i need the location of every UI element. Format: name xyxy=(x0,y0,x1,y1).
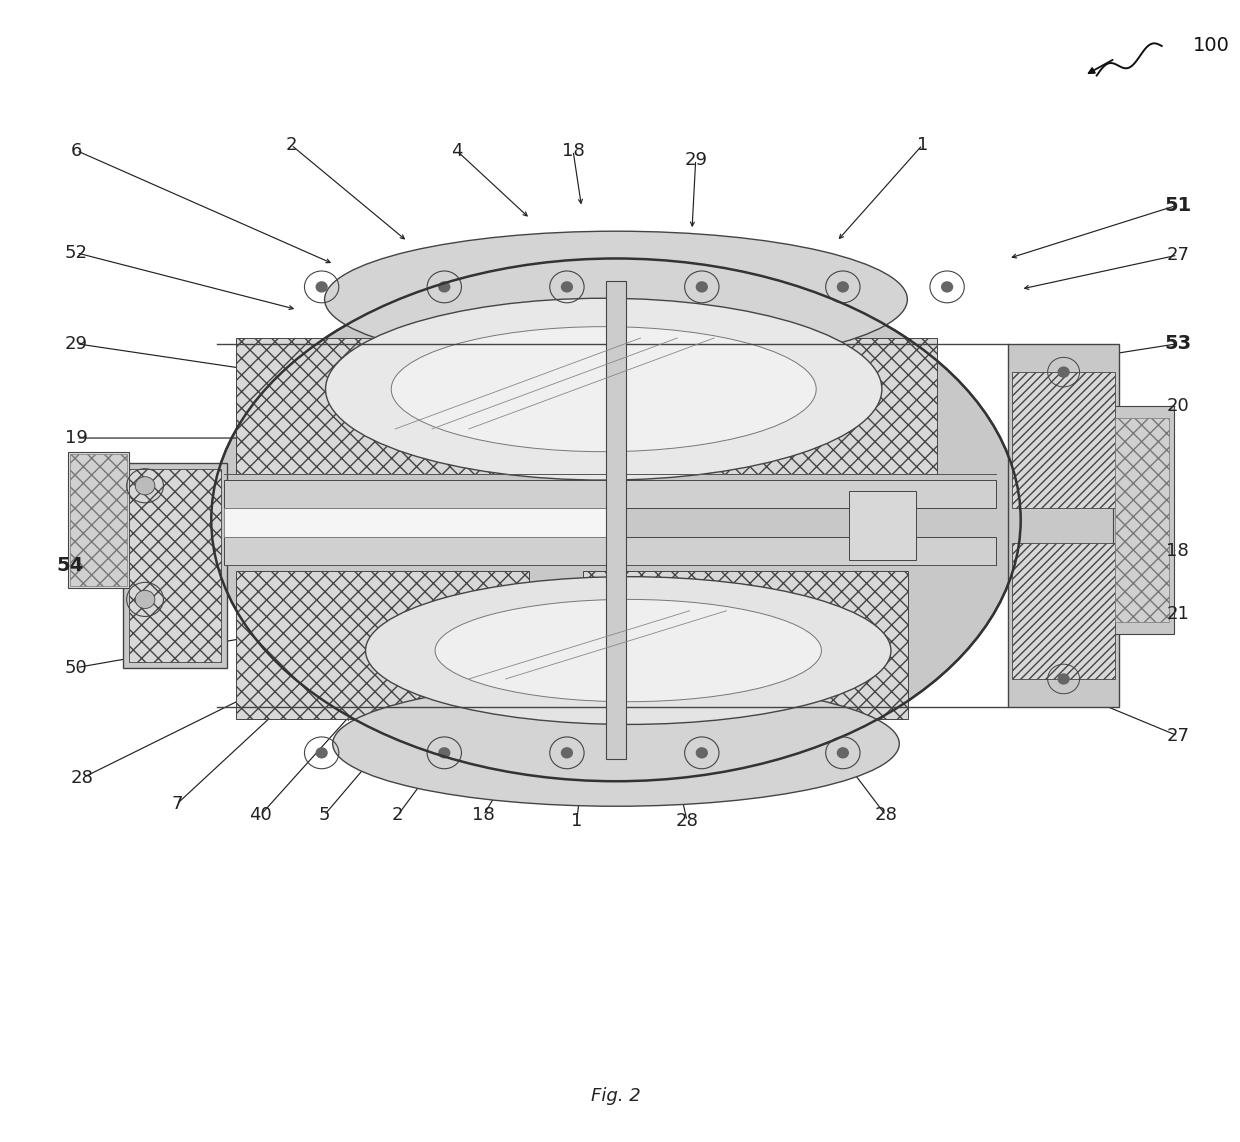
Ellipse shape xyxy=(326,298,882,480)
Circle shape xyxy=(1058,674,1070,685)
Text: 19: 19 xyxy=(64,429,88,447)
Bar xyxy=(1112,407,1174,634)
Bar xyxy=(223,508,610,537)
Ellipse shape xyxy=(325,231,908,368)
Bar xyxy=(1115,418,1169,622)
Text: 100: 100 xyxy=(1193,37,1229,56)
Circle shape xyxy=(438,281,450,292)
Text: 18: 18 xyxy=(1167,541,1189,560)
Circle shape xyxy=(696,281,708,292)
Circle shape xyxy=(560,281,573,292)
Bar xyxy=(1012,542,1115,679)
Bar xyxy=(71,455,126,586)
Text: 1: 1 xyxy=(572,812,583,830)
Text: 54: 54 xyxy=(57,556,84,574)
Circle shape xyxy=(941,281,954,292)
Circle shape xyxy=(438,747,450,758)
Text: 21: 21 xyxy=(1167,605,1189,624)
Text: 1: 1 xyxy=(916,136,929,154)
Circle shape xyxy=(1058,367,1070,378)
Bar xyxy=(223,537,996,565)
Circle shape xyxy=(315,747,327,758)
Text: 2: 2 xyxy=(285,136,296,154)
Text: 52: 52 xyxy=(64,243,88,262)
Text: 53: 53 xyxy=(1164,335,1192,353)
Text: 2: 2 xyxy=(392,806,403,825)
Circle shape xyxy=(696,747,708,758)
Ellipse shape xyxy=(211,258,1021,781)
Text: 28: 28 xyxy=(71,769,94,787)
Bar xyxy=(1012,372,1115,508)
Text: 7: 7 xyxy=(171,795,182,813)
Bar xyxy=(849,491,916,560)
Text: 29: 29 xyxy=(64,335,88,353)
Text: 28: 28 xyxy=(874,806,898,825)
Bar xyxy=(1008,344,1118,707)
Text: 4: 4 xyxy=(451,142,463,160)
Text: 51: 51 xyxy=(1164,195,1192,215)
Text: 6: 6 xyxy=(71,142,82,160)
Bar xyxy=(223,480,996,508)
Bar xyxy=(584,571,908,718)
Text: 50: 50 xyxy=(64,659,88,676)
Text: 40: 40 xyxy=(249,806,272,825)
Circle shape xyxy=(135,590,155,609)
Ellipse shape xyxy=(392,327,816,452)
Circle shape xyxy=(315,281,327,292)
Text: 5: 5 xyxy=(319,806,330,825)
Text: 18: 18 xyxy=(562,142,584,160)
Text: 18: 18 xyxy=(472,806,495,825)
Text: 20: 20 xyxy=(1167,397,1189,416)
Bar xyxy=(123,463,227,668)
Bar xyxy=(68,452,129,588)
Circle shape xyxy=(135,476,155,494)
Bar xyxy=(689,338,937,474)
Circle shape xyxy=(560,747,573,758)
Circle shape xyxy=(837,747,849,758)
Circle shape xyxy=(837,281,849,292)
Text: 27: 27 xyxy=(1166,246,1189,264)
Ellipse shape xyxy=(366,577,890,724)
Text: 28: 28 xyxy=(676,812,698,830)
Bar xyxy=(129,468,221,662)
Ellipse shape xyxy=(435,600,821,701)
Ellipse shape xyxy=(332,682,899,806)
Text: 29: 29 xyxy=(684,151,707,169)
Bar xyxy=(236,338,684,474)
Text: Fig. 2: Fig. 2 xyxy=(591,1087,641,1105)
Text: 27: 27 xyxy=(1166,726,1189,745)
Bar xyxy=(606,281,626,758)
Bar xyxy=(236,571,529,718)
